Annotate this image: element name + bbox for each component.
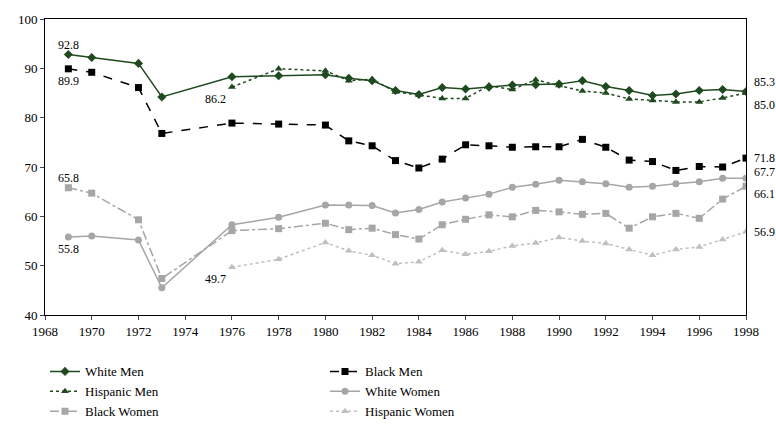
svg-text:65.8: 65.8 [58, 171, 79, 185]
svg-text:Black Women: Black Women [85, 404, 159, 419]
svg-text:92.8: 92.8 [58, 38, 79, 52]
svg-text:White Men: White Men [85, 364, 144, 379]
svg-text:1978: 1978 [266, 324, 292, 339]
svg-text:55.8: 55.8 [58, 242, 79, 256]
svg-text:90: 90 [24, 61, 37, 76]
svg-text:67.7: 67.7 [754, 165, 775, 179]
svg-text:100: 100 [18, 12, 38, 27]
svg-text:86.2: 86.2 [205, 92, 226, 106]
svg-text:1974: 1974 [172, 324, 199, 339]
svg-text:70: 70 [24, 160, 37, 175]
svg-text:1988: 1988 [499, 324, 525, 339]
svg-text:80: 80 [24, 110, 37, 125]
svg-text:56.9: 56.9 [754, 225, 775, 239]
svg-text:White Women: White Women [365, 384, 440, 399]
svg-text:71.8: 71.8 [754, 151, 775, 165]
svg-text:1996: 1996 [686, 324, 713, 339]
svg-text:85.3: 85.3 [754, 75, 775, 89]
svg-text:1990: 1990 [546, 324, 572, 339]
svg-text:1980: 1980 [312, 324, 338, 339]
svg-text:1970: 1970 [79, 324, 105, 339]
svg-text:1982: 1982 [359, 324, 385, 339]
svg-text:40: 40 [24, 308, 37, 323]
svg-text:89.9: 89.9 [58, 74, 79, 88]
svg-text:1968: 1968 [32, 324, 58, 339]
svg-text:Black Men: Black Men [365, 364, 423, 379]
svg-text:49.7: 49.7 [205, 272, 226, 286]
svg-text:1984: 1984 [406, 324, 433, 339]
svg-text:85.0: 85.0 [754, 98, 775, 112]
svg-text:Hispanic Men: Hispanic Men [85, 384, 159, 399]
svg-text:1972: 1972 [125, 324, 151, 339]
svg-text:1986: 1986 [453, 324, 480, 339]
svg-text:1994: 1994 [640, 324, 667, 339]
svg-text:Hispanic Women: Hispanic Women [365, 404, 455, 419]
svg-text:66.1: 66.1 [754, 187, 775, 201]
svg-text:1992: 1992 [593, 324, 619, 339]
svg-text:1976: 1976 [219, 324, 246, 339]
svg-text:50: 50 [24, 258, 37, 273]
svg-text:1998: 1998 [733, 324, 759, 339]
svg-text:60: 60 [24, 209, 37, 224]
